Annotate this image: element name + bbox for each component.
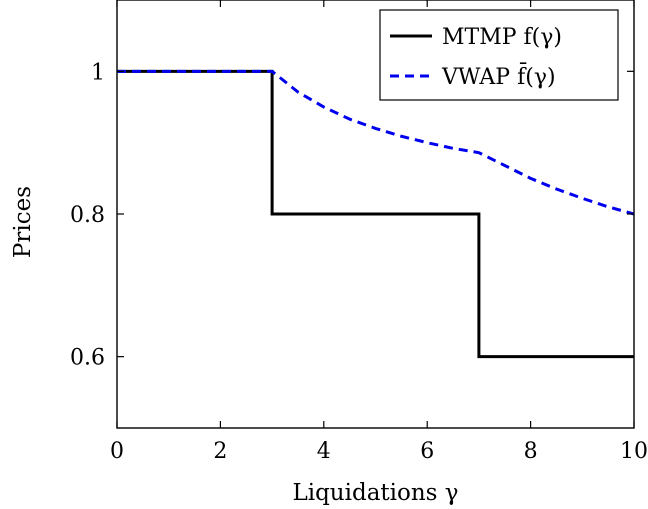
legend-box — [379, 9, 619, 101]
y-tick-label: 0.6 — [70, 346, 105, 371]
legend-label-1: MTMP f(γ) — [442, 25, 562, 50]
legend: MTMP f(γ) VWAP f̄(γ) — [379, 9, 619, 101]
axes-layer: 0 2 4 6 8 10 0.6 0.8 1 Liquidations γ Prices — [10, 0, 648, 506]
series-line-2 — [117, 69, 634, 216]
x-tick-label: 8 — [524, 439, 538, 464]
y-tick-label: 0.8 — [70, 203, 105, 228]
y-axis-label: Prices — [10, 186, 36, 258]
legend-label-2: VWAP f̄(γ) — [441, 62, 556, 90]
x-tick-label: 10 — [620, 439, 648, 464]
y-tick-label: 1 — [91, 60, 105, 85]
x-tick-label: 0 — [110, 439, 124, 464]
x-tick-label: 2 — [213, 439, 227, 464]
series-line-1 — [117, 69, 634, 359]
plot-layer — [117, 69, 634, 359]
x-axis-label: Liquidations γ — [292, 480, 458, 506]
x-tick-label: 6 — [420, 439, 434, 464]
x-tick-label: 4 — [317, 439, 331, 464]
